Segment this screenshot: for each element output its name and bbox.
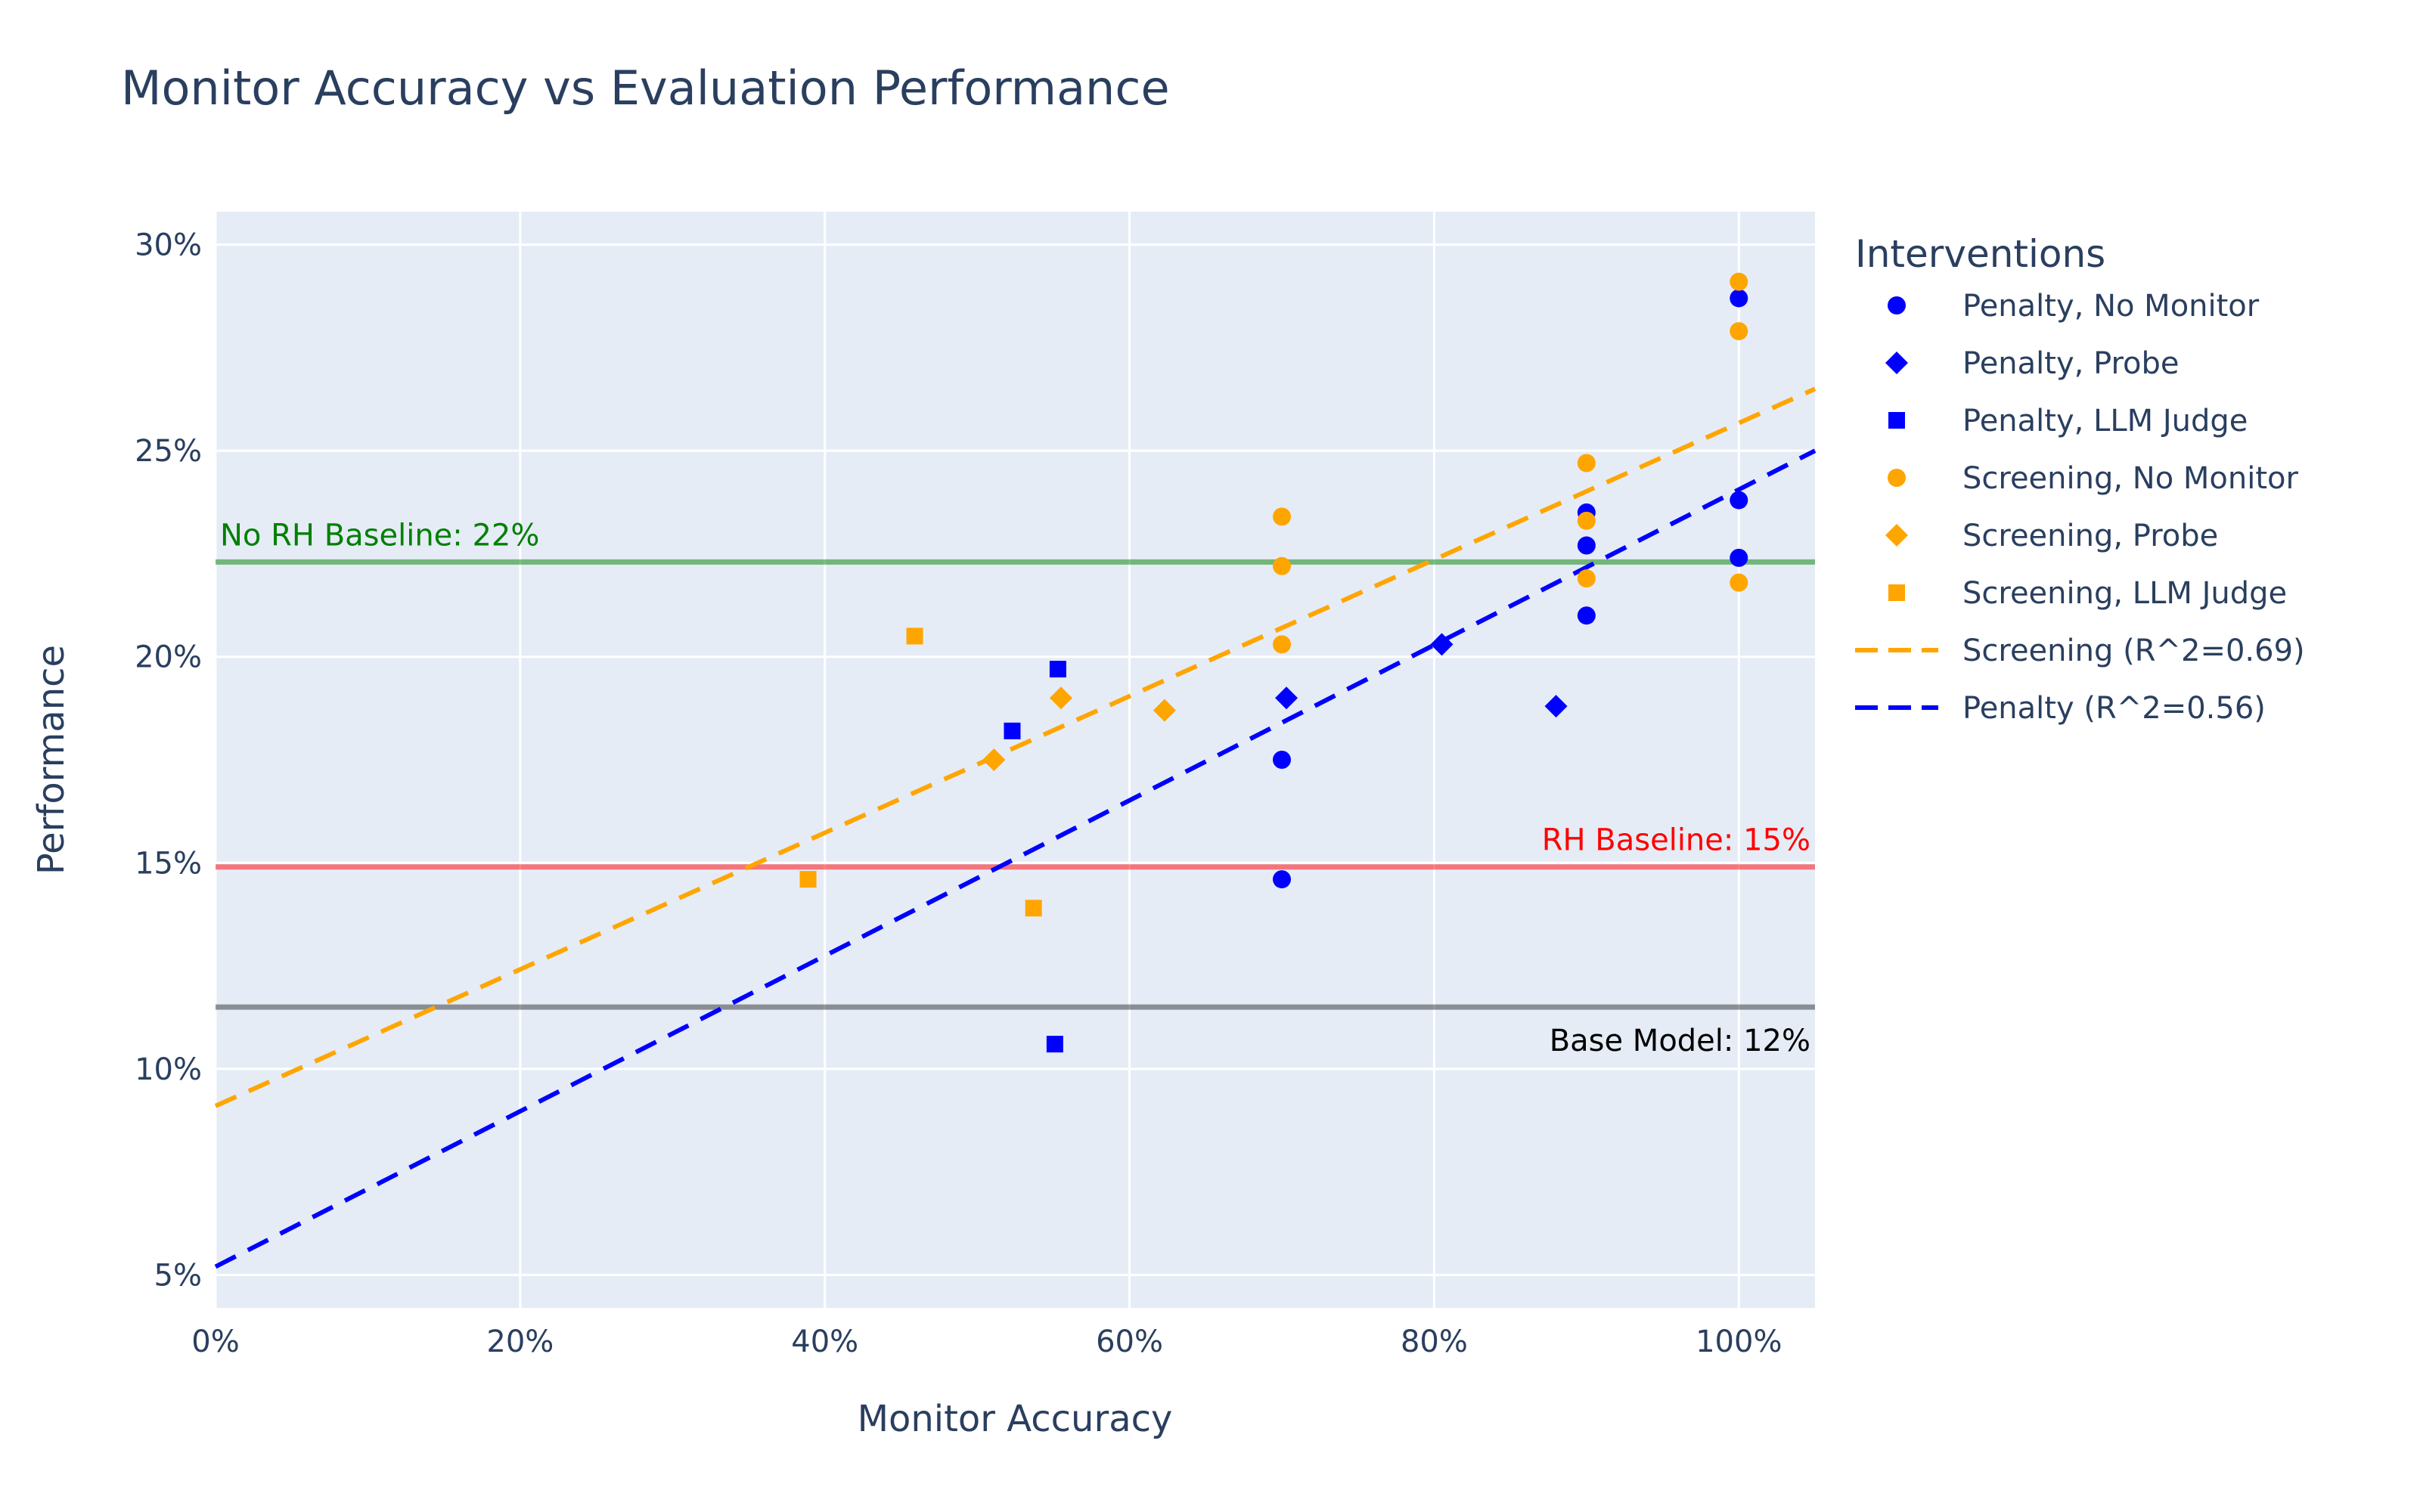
legend: Interventions Penalty, No Monitor Penalty… <box>1855 232 2305 726</box>
data-point <box>1273 751 1291 769</box>
data-point <box>1004 722 1021 739</box>
legend-marker <box>1888 296 1906 314</box>
data-point <box>1730 322 1748 341</box>
data-point <box>1730 573 1748 592</box>
legend-marker <box>1888 469 1906 487</box>
legend-label: Penalty (R^2=0.56) <box>1962 691 2266 726</box>
data-point <box>982 748 1006 771</box>
data-point <box>1046 1036 1063 1053</box>
data-point <box>1730 548 1748 567</box>
legend-marker <box>1888 584 1905 601</box>
data-point <box>1577 511 1596 530</box>
trend-line <box>214 386 1817 1108</box>
data-point <box>1273 507 1291 526</box>
chart-title: Monitor Accuracy vs Evaluation Performan… <box>121 60 1170 116</box>
x-tick-label: 80% <box>1401 1325 1468 1359</box>
legend-label: Penalty, No Monitor <box>1962 289 2260 324</box>
y-tick-label: 10% <box>135 1052 202 1087</box>
data-point <box>1430 633 1454 656</box>
y-tick-label: 30% <box>135 228 202 263</box>
y-tick-label: 5% <box>154 1258 202 1293</box>
legend-label: Penalty, LLM Judge <box>1962 404 2248 438</box>
data-point <box>1544 695 1568 718</box>
data-point <box>1153 699 1176 722</box>
data-point <box>906 627 923 645</box>
data-point <box>1273 870 1291 889</box>
grid-layer <box>214 212 1815 1308</box>
x-tick-label: 100% <box>1696 1325 1782 1359</box>
axis-ticks: 0% 20% 40% 60% 80% 100% 5% 10% 15% 20% 25% 30% <box>135 228 1782 1359</box>
legend-label: Screening (R^2=0.69) <box>1962 634 2305 668</box>
data-point <box>1049 661 1066 678</box>
legend-label: Penalty, Probe <box>1962 346 2180 381</box>
data-point <box>1730 272 1748 291</box>
data-point <box>1577 454 1596 472</box>
x-tick-label: 60% <box>1096 1325 1163 1359</box>
data-point <box>1577 536 1596 555</box>
y-tick-label: 15% <box>135 846 202 881</box>
data-point <box>1273 556 1291 575</box>
x-tick-label: 40% <box>791 1325 858 1359</box>
legend-label: Screening, LLM Judge <box>1962 576 2287 611</box>
reference-line-label: No RH Baseline: 22% <box>220 518 539 553</box>
data-point <box>1577 606 1596 625</box>
reference-line-label: RH Baseline: 15% <box>1542 823 1810 858</box>
data-point <box>1577 569 1596 588</box>
x-tick-label: 20% <box>486 1325 554 1359</box>
data-point <box>1049 686 1072 710</box>
reference-line-label: Base Model: 12% <box>1550 1024 1810 1058</box>
plot-area <box>216 212 1815 1308</box>
data-point <box>1025 900 1042 917</box>
x-axis-title: Monitor Accuracy <box>858 1398 1173 1440</box>
y-tick-label: 25% <box>135 434 202 469</box>
y-axis-title: Performance <box>30 645 73 875</box>
reference-lines: No RH Baseline: 22% RH Baseline: 15% Base … <box>216 518 1815 1058</box>
legend-marker <box>1885 524 1908 547</box>
data-point <box>1730 289 1748 308</box>
legend-marker <box>1888 412 1905 429</box>
trend-lines <box>214 386 1817 1269</box>
data-point <box>1273 635 1291 654</box>
data-points <box>799 272 1748 1053</box>
legend-title: Interventions <box>1855 232 2105 276</box>
legend-label: Screening, Probe <box>1962 519 2218 553</box>
trend-line <box>214 448 1817 1269</box>
y-tick-label: 20% <box>135 640 202 675</box>
data-point <box>1275 686 1298 710</box>
data-point <box>799 871 817 888</box>
legend-label: Screening, No Monitor <box>1962 461 2299 496</box>
legend-marker <box>1885 352 1908 374</box>
data-point <box>1730 491 1748 510</box>
x-tick-label: 0% <box>191 1325 239 1359</box>
